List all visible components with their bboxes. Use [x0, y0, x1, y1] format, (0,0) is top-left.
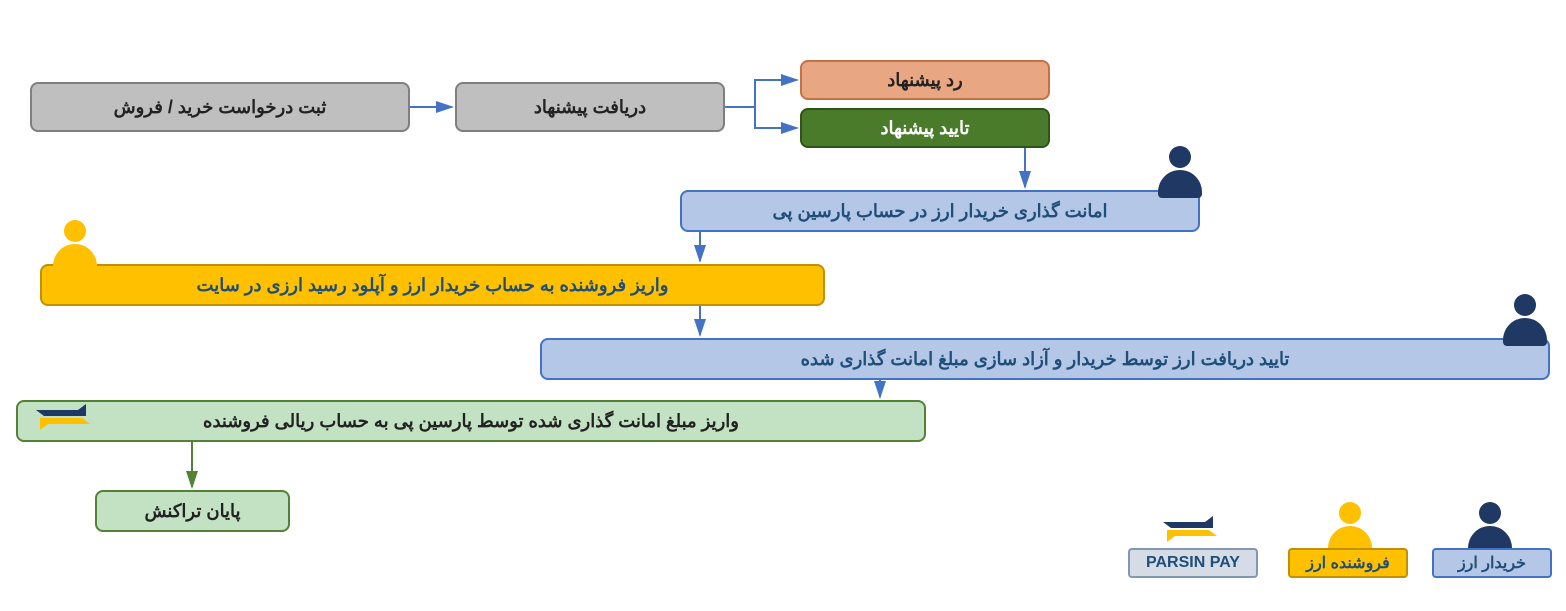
node-accept: تایید پیشنهاد	[800, 108, 1050, 148]
person-buyer-confirm-icon	[1500, 296, 1550, 346]
node-end: پایان تراکنش	[95, 490, 290, 532]
legend-seller: فروشنده ارز	[1288, 548, 1408, 578]
legend-parsinpay: PARSIN PAY	[1128, 548, 1258, 578]
legend-seller-icon	[1325, 504, 1375, 554]
node-seller-deposit: واریز فروشنده به حساب خریدار ارز و آپلود…	[40, 264, 825, 306]
node-buyer-confirm: تایید دریافت ارز توسط خریدار و آزاد سازی…	[540, 338, 1550, 380]
node-reject: رد پیشنهاد	[800, 60, 1050, 100]
node-receive: دریافت پیشنهاد	[455, 82, 725, 132]
node-escrow: امانت گذاری خریدار ارز در حساب پارسین پی	[680, 190, 1200, 232]
person-seller-icon	[50, 222, 100, 272]
parsinpay-icon	[28, 402, 98, 438]
legend-parsinpay-icon	[1155, 514, 1225, 550]
person-buyer-icon	[1155, 148, 1205, 198]
legend-buyer: خریدار ارز	[1432, 548, 1552, 578]
node-register: ثبت درخواست خرید / فروش	[30, 82, 410, 132]
legend-buyer-icon	[1465, 504, 1515, 554]
node-pp-deposit: واریز مبلغ امانت گذاری شده توسط پارسین پ…	[16, 400, 926, 442]
